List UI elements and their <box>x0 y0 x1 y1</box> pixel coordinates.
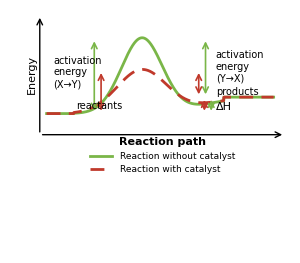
Y-axis label: Energy: Energy <box>27 55 37 94</box>
Text: products: products <box>216 87 258 97</box>
Legend: Reaction without catalyst, Reaction with catalyst: Reaction without catalyst, Reaction with… <box>86 148 238 178</box>
Text: activation
energy
(X→Y): activation energy (X→Y) <box>53 56 102 89</box>
X-axis label: Reaction path: Reaction path <box>119 138 206 148</box>
Text: ΔH: ΔH <box>216 102 232 112</box>
Text: activation
energy
(Y→X): activation energy (Y→X) <box>216 50 264 83</box>
Text: reactants: reactants <box>76 101 122 111</box>
